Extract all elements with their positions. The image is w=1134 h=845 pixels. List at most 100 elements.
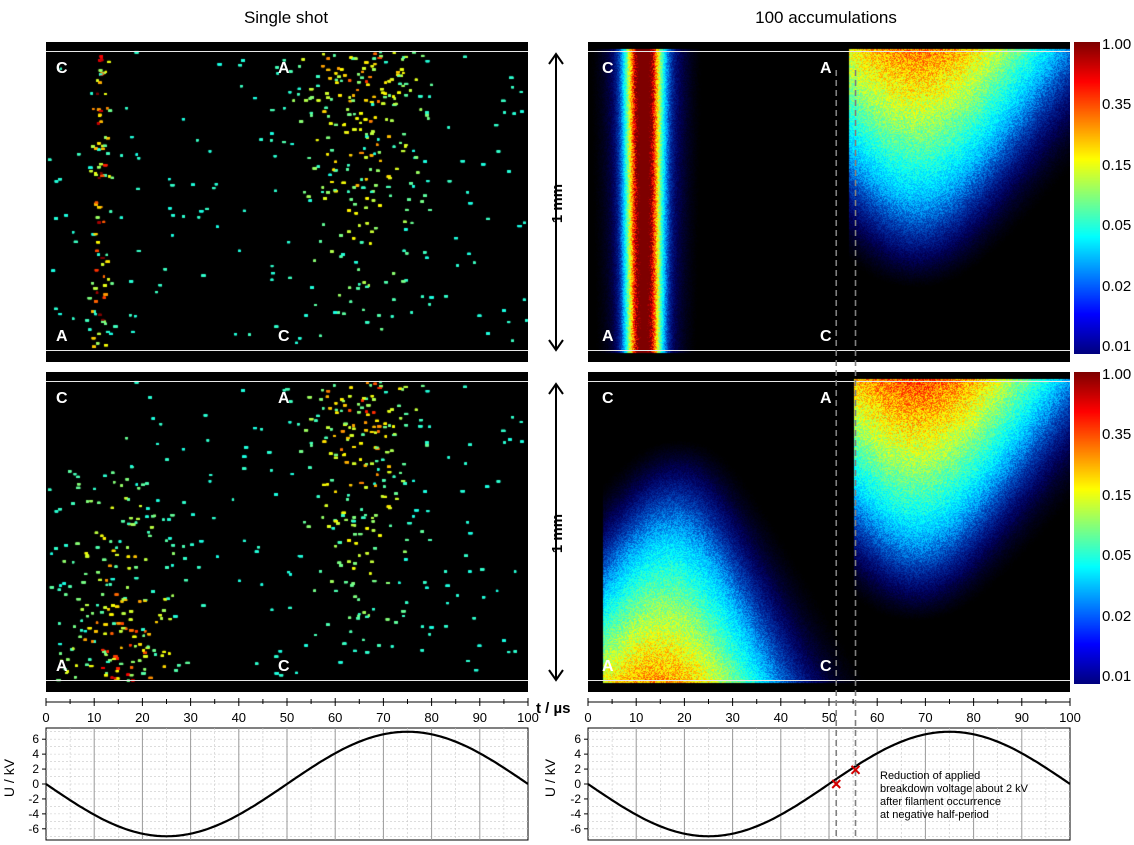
time-axis-label: t / µs	[536, 700, 571, 717]
voltage-tick-label: -4	[570, 807, 581, 821]
time-tick-label: 60	[870, 710, 884, 725]
panel-top-right: C A A C	[588, 42, 1070, 362]
voltage-tick-label: -2	[570, 792, 581, 806]
panel-bottom-right: C A A C	[588, 372, 1070, 692]
colorbar-tick-label: 1.00	[1102, 366, 1132, 383]
electrode-label: C	[602, 390, 614, 407]
annotation-line: Reduction of applied	[880, 770, 981, 782]
time-tick-label: 0	[584, 710, 591, 725]
time-tick-label: 30	[183, 710, 197, 725]
scale-arrow-head	[548, 669, 564, 682]
bottom-electrode-line	[588, 350, 1070, 351]
voltage-tick-label: 4	[32, 747, 39, 761]
panel-bottom-left: C A A C	[46, 372, 528, 692]
time-tick-label: 100	[1059, 710, 1081, 725]
top-electrode-line	[46, 381, 528, 382]
heatmap-bottom-left	[46, 372, 528, 692]
voltage-tick-label: 6	[574, 732, 581, 746]
scale-arrow-head	[548, 382, 564, 395]
time-tick-label: 20	[677, 710, 691, 725]
voltage-axis-label-right: U / kV	[542, 758, 559, 798]
heatmap-bottom-right	[588, 372, 1070, 692]
annotation-line: after filament occurrence	[880, 796, 1002, 808]
voltage-tick-label: 2	[574, 762, 581, 776]
time-tick-label: 50	[280, 710, 294, 725]
electrode-label: A	[602, 658, 614, 675]
time-tick-label: 90	[473, 710, 487, 725]
voltage-tick-label: -6	[570, 822, 581, 836]
electrode-label: C	[278, 328, 290, 345]
electrode-label: A	[56, 658, 68, 675]
time-tick-label: 100	[517, 710, 539, 725]
voltage-tick-label: 4	[574, 747, 581, 761]
colorbar-tick-label: 1.00	[1102, 36, 1132, 53]
time-tick-label: 40	[774, 710, 788, 725]
electrode-label: A	[602, 328, 614, 345]
electrode-label: C	[820, 658, 832, 675]
voltage-curve	[587, 730, 1071, 838]
time-tick-label: 30	[725, 710, 739, 725]
top-electrode-line	[588, 381, 1070, 382]
electrode-label: A	[820, 390, 832, 407]
top-electrode-line	[46, 51, 528, 52]
time-tick-label: 20	[135, 710, 149, 725]
voltage-tick-label: -2	[28, 792, 39, 806]
breakdown-marker	[831, 779, 841, 789]
electrode-label: C	[820, 328, 832, 345]
voltage-tick-label: 0	[32, 777, 39, 791]
electrode-label: C	[56, 390, 68, 407]
voltage-tick-label: 6	[32, 732, 39, 746]
heatmap-top-right	[588, 42, 1070, 362]
colorbar-bottom	[1074, 372, 1100, 684]
bottom-electrode-line	[46, 350, 528, 351]
electrode-label: A	[278, 390, 290, 407]
time-tick-label: 80	[424, 710, 438, 725]
colorbar-tick-label: 0.01	[1102, 668, 1132, 685]
electrode-label: A	[820, 60, 832, 77]
voltage-axis-label-left: U / kV	[1, 758, 18, 798]
colorbar-tick-label: 0.05	[1102, 217, 1132, 235]
electrode-label: C	[56, 60, 68, 77]
breakdown-marker	[850, 765, 861, 775]
time-tick-label: 50	[822, 710, 836, 725]
scale-arrow-head	[548, 52, 564, 65]
colorbar-tick-label: 0.02	[1102, 607, 1132, 625]
panel-top-left: C A A C	[46, 42, 528, 362]
colorbar-tick-label: 0.01	[1102, 338, 1132, 355]
time-tick-label: 90	[1015, 710, 1029, 725]
voltage-tick-label: 2	[32, 762, 39, 776]
time-tick-label: 10	[629, 710, 643, 725]
colorbar-tick-label: 0.05	[1102, 547, 1132, 565]
electrode-label: C	[602, 60, 614, 77]
bottom-electrode-line	[46, 680, 528, 681]
annotation-text: Reduction of applied breakdown voltage a…	[880, 770, 1028, 822]
time-tick-label: 40	[232, 710, 246, 725]
heatmap-top-left	[46, 42, 528, 362]
voltage-tick-label: 0	[574, 777, 581, 791]
colorbar-tick-label: 0.02	[1102, 277, 1132, 295]
colorbar-tick-label: 0.35	[1102, 96, 1132, 114]
voltage-tick-label: -6	[28, 822, 39, 836]
colorbar-tick-label: 0.15	[1102, 486, 1132, 504]
time-tick-label: 60	[328, 710, 342, 725]
top-electrode-line	[588, 51, 1070, 52]
time-tick-label: 70	[376, 710, 390, 725]
annotation-line: at negative half-period	[880, 809, 989, 821]
voltage-tick-label: -4	[28, 807, 39, 821]
time-tick-label: 10	[87, 710, 101, 725]
time-tick-label: 80	[966, 710, 980, 725]
electrode-label: A	[56, 328, 68, 345]
right-title: 100 accumulations	[755, 8, 897, 27]
voltage-curve	[45, 730, 529, 838]
bottom-electrode-line	[588, 680, 1070, 681]
time-tick-label: 0	[42, 710, 49, 725]
colorbar-tick-label: 0.35	[1102, 426, 1132, 444]
colorbar-top	[1074, 42, 1100, 354]
time-tick-label: 70	[918, 710, 932, 725]
colorbar-tick-label: 0.15	[1102, 156, 1132, 174]
electrode-label: C	[278, 658, 290, 675]
annotation-line: breakdown voltage about 2 kV	[880, 783, 1028, 795]
electrode-label: A	[278, 60, 290, 77]
left-title: Single shot	[243, 8, 329, 27]
